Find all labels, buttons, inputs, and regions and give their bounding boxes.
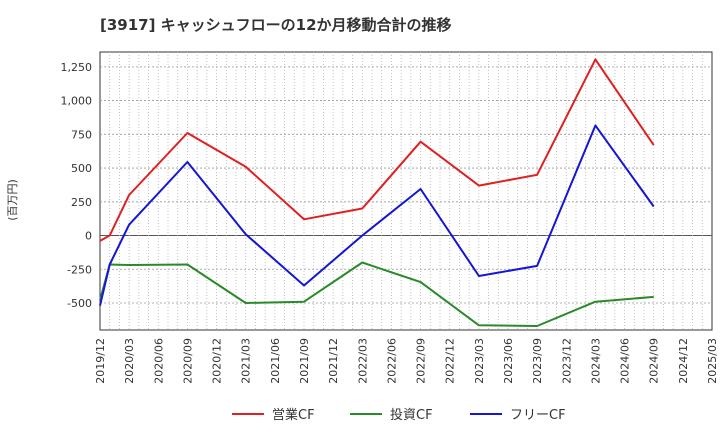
y-tick-label: 1,000 (61, 95, 93, 108)
y-axis-label: (百万円) (6, 179, 19, 221)
x-tick-label: 2022/03 (356, 338, 369, 384)
x-tick-label: 2020/03 (123, 338, 136, 384)
y-tick-label: 1,250 (61, 61, 93, 74)
legend-label: フリーCF (510, 408, 566, 423)
x-tick-label: 2020/09 (181, 338, 194, 384)
legend-label: 営業CF (272, 407, 315, 423)
series-line-フリーCF (99, 124, 655, 306)
y-axis: -500 -250 0 250 500 750 1,000 1,250 (61, 61, 93, 310)
plot-area (99, 51, 713, 331)
x-tick-label: 2023/12 (560, 338, 573, 384)
x-tick-label: 2022/09 (415, 338, 428, 384)
x-tick-label: 2021/09 (298, 338, 311, 384)
x-tick-label: 2023/06 (502, 338, 515, 384)
x-tick-label: 2023/09 (531, 338, 544, 384)
x-tick-label: 2024/06 (619, 338, 632, 384)
x-tick-label: 2024/03 (589, 338, 602, 384)
chart-title: [3917] キャッシュフローの12か月移動合計の推移 (100, 16, 452, 34)
x-tick-label: 2019/12 (94, 338, 107, 384)
y-tick-label: 500 (71, 162, 92, 175)
y-tick-label: 0 (85, 230, 92, 243)
x-tick-label: 2022/12 (444, 338, 457, 384)
y-tick-label: 250 (71, 196, 92, 209)
x-tick-label: 2021/12 (327, 338, 340, 384)
x-tick-label: 2025/03 (706, 338, 719, 384)
x-tick-label: 2022/06 (385, 338, 398, 384)
legend: 営業CF 投資CF フリーCF (232, 407, 566, 423)
legend-label: 投資CF (390, 407, 433, 423)
series-lines (99, 58, 655, 327)
x-tick-label: 2023/03 (473, 338, 486, 384)
x-axis: 2019/12 2020/03 2020/06 2020/09 2020/12 2021/… (94, 338, 719, 384)
y-tick-label: 750 (71, 128, 92, 141)
x-tick-label: 2024/09 (648, 338, 661, 384)
series-line-投資CF (99, 261, 654, 327)
x-tick-label: 2021/06 (269, 338, 282, 384)
x-tick-label: 2021/03 (240, 338, 253, 384)
series-line-営業CF (99, 58, 655, 242)
y-tick-label: -500 (67, 297, 92, 310)
y-tick-label: -250 (67, 263, 92, 276)
x-tick-label: 2024/12 (677, 338, 690, 384)
x-tick-label: 2020/06 (152, 338, 165, 384)
x-tick-label: 2020/12 (211, 338, 224, 384)
